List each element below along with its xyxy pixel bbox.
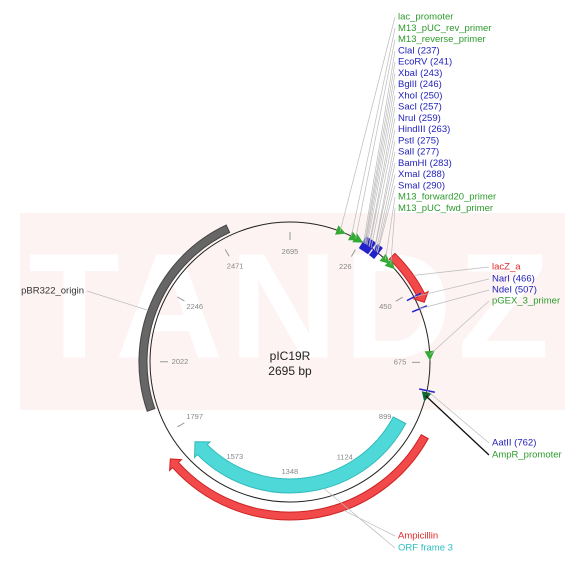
feature-label: ClaI (237) [398,45,440,56]
feature-label: SacI (257) [398,102,442,113]
leader-line [413,266,490,276]
leader-line [343,510,396,537]
feature-label: NdeI (507) [492,285,537,296]
tick [350,249,356,257]
feature-label: PstI (275) [398,135,439,146]
tick [224,249,230,257]
leader-line [390,208,396,265]
feature-label: AatII (762) [492,438,536,449]
leader-line [370,129,396,248]
feature-label: M13_reverse_primer [398,34,486,45]
backbone [149,221,431,503]
leader-line [323,488,396,549]
feature-label: XhoI (250) [398,90,442,101]
tick-label: 1573 [226,452,243,461]
leader-line [377,185,396,253]
tick-label: 899 [379,412,392,421]
leader-line [385,196,396,260]
primer-mark [379,253,390,264]
feature-label: ORF frame 3 [398,543,453,554]
leader-line [429,300,490,355]
feature-label: M13_forward20_primer [398,192,496,203]
tick-label: 2246 [186,302,203,311]
watermark-band [20,213,565,410]
feature-label: lacZ_a [492,262,521,273]
leader-line [364,73,396,244]
tick-label: 2695 [282,247,299,256]
tick [177,422,185,428]
tick-label: 1348 [282,467,299,476]
plasmid-size: 2695 bp [268,364,312,378]
tick [177,296,185,302]
leader-line [413,278,490,298]
feature-label: BamHI (283) [398,158,452,169]
leader-line [374,151,396,251]
leader-line [363,50,396,243]
feature-label: NarI (466) [492,274,535,285]
orf-arc [193,416,407,494]
feature-label: SmaI (290) [398,180,445,191]
primer-mark [424,350,435,361]
tick-label: 2471 [227,262,244,271]
feature-label: BglII (246) [398,79,442,90]
tick [395,296,403,302]
leader-line [373,140,396,251]
feature-label: SalI (277) [398,147,439,158]
leader-line [368,106,396,247]
feature-label: AmpR_promoter [492,450,562,461]
feature-label: M13_pUC_rev_primer [398,23,491,34]
origin-arc [138,224,231,412]
feature-label: NruI (259) [398,113,441,124]
leader-line [351,28,396,237]
tick-label: 1124 [337,452,353,461]
feature-label: XmaI (288) [398,169,445,180]
feature-label: pBR322_origin [21,286,84,297]
ampicillin-arc [169,434,429,521]
tick-label: 675 [394,357,407,366]
leader-line [419,289,490,310]
feature-label: M13_pUC_fwd_primer [398,203,493,214]
primer-mark [352,233,364,243]
leader-line [339,16,396,232]
leader-line [366,95,396,246]
feature-label: lac_promoter [398,12,453,23]
plasmid-name: pIC19R [270,349,311,363]
leader-line [426,390,490,444]
leader-line [364,61,396,244]
tick-label: 2022 [172,357,189,366]
feature-label: XbaI (243) [398,68,442,79]
lacz-arc [388,252,429,303]
leader-line [375,163,396,252]
leader-line [368,118,396,247]
leader-line [355,39,396,239]
leader-line [376,174,396,253]
watermark: TANDZ [28,222,555,390]
feature-label: Ampicillin [398,531,438,542]
leader-line [365,84,396,245]
primer-mark [384,258,395,270]
feature-label: EcoRV (241) [398,57,452,68]
leader-line [425,395,490,456]
feature-label: HindIII (263) [398,124,450,135]
feature-label: pGEX_3_primer [492,296,560,307]
tick-label: 1797 [186,412,203,421]
leader-line [86,290,149,311]
tick-label: 226 [339,262,352,271]
tick-label: 450 [379,302,392,311]
